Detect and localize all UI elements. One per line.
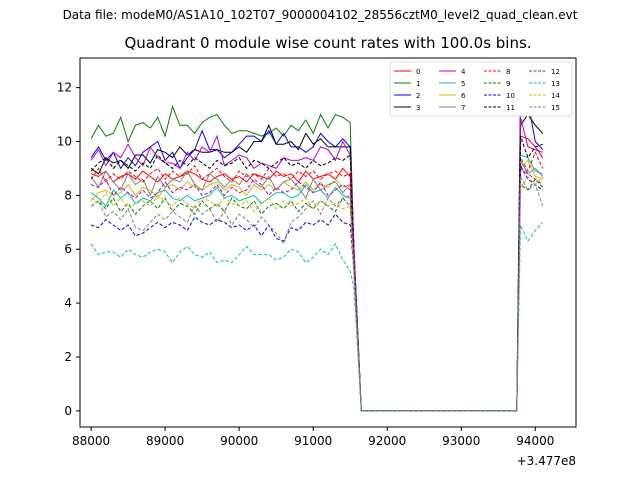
legend-label-5: 5 — [461, 80, 465, 88]
x-tick-label-90000: 90000 — [220, 434, 258, 448]
y-tick-label-12: 12 — [57, 81, 72, 95]
legend-label-8: 8 — [506, 68, 510, 76]
x-tick-label-89000: 89000 — [146, 434, 184, 448]
legend-label-2: 2 — [416, 92, 420, 100]
x-tick-label-92000: 92000 — [368, 434, 406, 448]
legend-label-9: 9 — [506, 80, 510, 88]
series-line-7 — [90, 158, 544, 412]
series-line-9 — [90, 178, 544, 412]
y-tick-label-8: 8 — [64, 188, 72, 202]
legend-label-13: 13 — [551, 80, 560, 88]
series-line-6 — [90, 159, 543, 412]
series-line-14 — [90, 175, 544, 412]
series-line-0 — [90, 135, 544, 412]
y-tick-label-0: 0 — [64, 404, 72, 418]
series-line-3 — [90, 113, 544, 412]
legend-label-14: 14 — [551, 92, 560, 100]
series-line-4 — [90, 117, 543, 412]
y-tick-label-6: 6 — [64, 242, 72, 256]
legend-label-6: 6 — [461, 92, 466, 100]
legend-box — [389, 61, 573, 117]
legend-label-10: 10 — [506, 92, 515, 100]
x-offset-label: +3.477e8 — [517, 454, 576, 468]
x-tick-label-88000: 88000 — [72, 434, 110, 448]
y-tick-label-2: 2 — [64, 350, 72, 364]
legend-label-11: 11 — [506, 104, 515, 112]
series-line-8 — [90, 151, 544, 412]
series-line-12 — [90, 167, 543, 412]
y-tick-label-10: 10 — [57, 134, 72, 148]
series-line-13 — [90, 221, 544, 412]
figure-suptitle: Data file: modeM0/AS1A10_102T07_90000041… — [62, 8, 578, 22]
series-line-1 — [90, 75, 544, 412]
legend-label-0: 0 — [416, 68, 420, 76]
y-tick-label-4: 4 — [64, 296, 72, 310]
plot-frame — [79, 57, 577, 428]
series-line-2 — [90, 97, 544, 412]
series-line-5 — [90, 154, 543, 412]
legend-label-15: 15 — [551, 104, 560, 112]
legend-label-1: 1 — [416, 80, 420, 88]
x-tick-label-93000: 93000 — [442, 434, 480, 448]
chart-title: Quadrant 0 module wise count rates with … — [124, 34, 532, 52]
series-line-10 — [90, 163, 543, 412]
series-line-11 — [90, 135, 543, 412]
x-tick-label-94000: 94000 — [516, 434, 554, 448]
legend-label-4: 4 — [461, 68, 466, 76]
x-tick-label-91000: 91000 — [294, 434, 332, 448]
legend-label-3: 3 — [416, 104, 420, 112]
series-line-15 — [90, 174, 544, 412]
legend-label-12: 12 — [551, 68, 560, 76]
legend-label-7: 7 — [461, 104, 465, 112]
